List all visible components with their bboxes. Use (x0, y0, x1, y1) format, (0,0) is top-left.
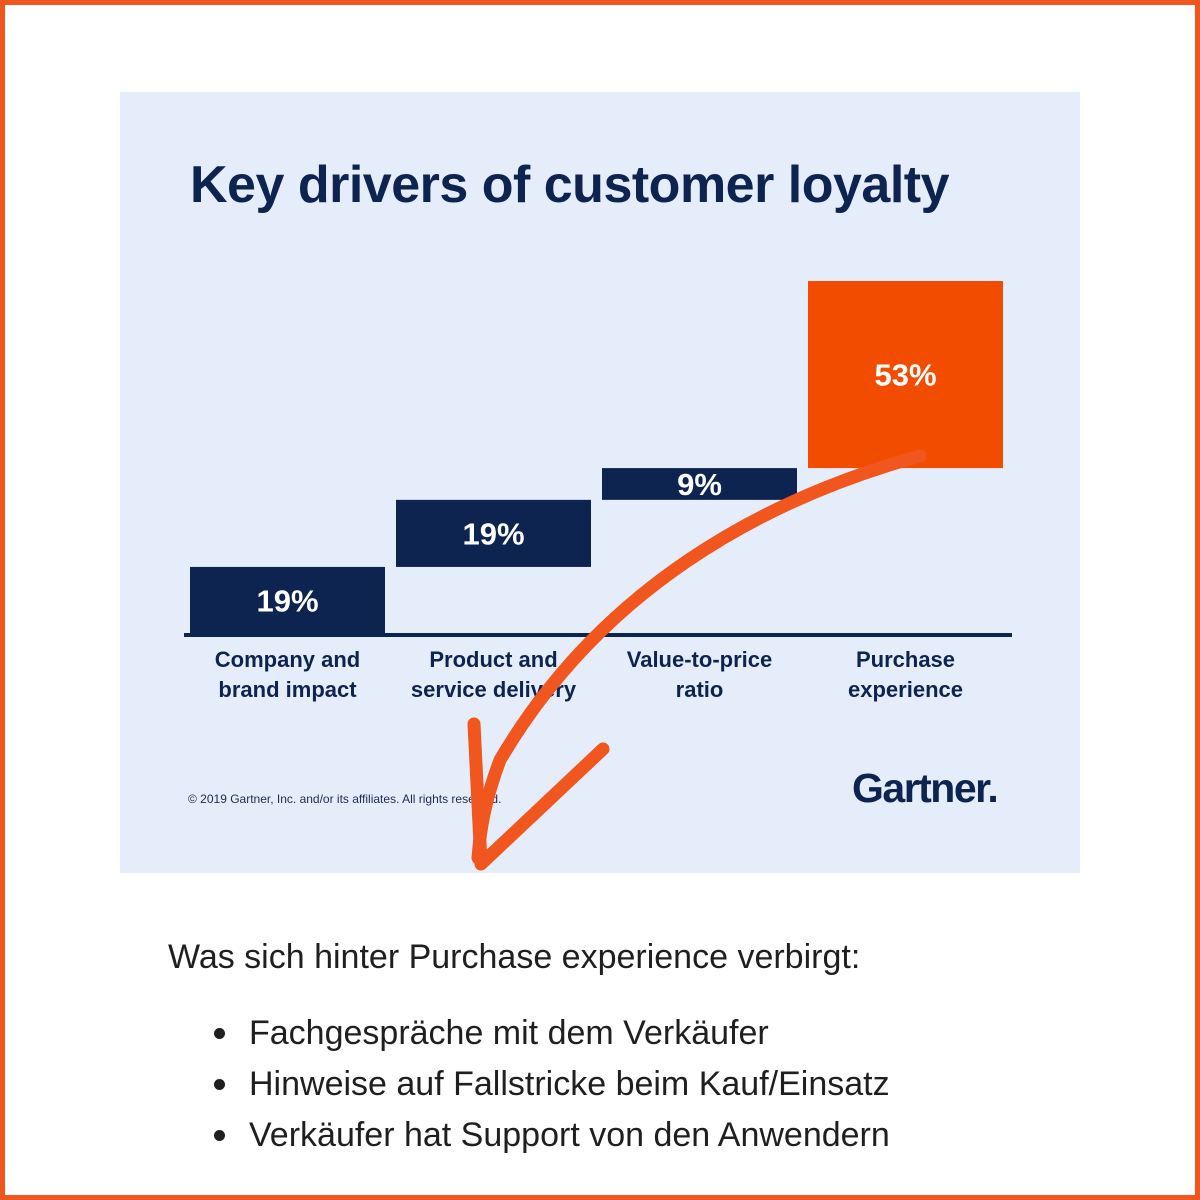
list-item-text: Fachgespräche mit dem Verkäufer (249, 1014, 769, 1052)
category-label: Company and brand impact (214, 647, 361, 702)
bar-value-label: 53% (874, 358, 936, 393)
chart-title: Key drivers of customer loyalty (190, 156, 950, 214)
list-item: Fachgespräche mit dem Verkäufer (214, 1008, 890, 1059)
gartner-logo: Gartner. (852, 765, 999, 811)
copyright-notice: © 2019 Gartner, Inc. and/or its affiliat… (188, 792, 502, 806)
category-label: Purchase experience (848, 647, 963, 702)
list-item: Verkäufer hat Support von den Anwendern (214, 1110, 890, 1161)
bar-value-label: 9% (677, 467, 722, 502)
bullet-icon (214, 1028, 225, 1039)
list-item-text: Verkäufer hat Support von den Anwendern (249, 1116, 890, 1154)
bar-value-label: 19% (256, 583, 318, 618)
list-item-text: Hinweise auf Fallstricke beim Kauf/Einsa… (249, 1065, 890, 1103)
list-item: Hinweise auf Fallstricke beim Kauf/Einsa… (214, 1059, 890, 1110)
bar-3 (602, 468, 797, 500)
category-label: Value-to-price ratio (626, 647, 773, 702)
bar-value-label: 19% (462, 516, 524, 551)
bullet-icon (214, 1079, 225, 1090)
chart-card (120, 92, 1080, 873)
arrow-head (467, 717, 610, 871)
note-bullet-list: Fachgespräche mit dem Verkäufer Hinweise… (214, 1008, 890, 1161)
bar-1 (190, 566, 385, 634)
bullet-icon (214, 1130, 225, 1141)
bar-2 (396, 499, 591, 567)
note-heading: Was sich hinter Purchase experience verb… (168, 938, 861, 976)
bar-4 (808, 281, 1003, 469)
